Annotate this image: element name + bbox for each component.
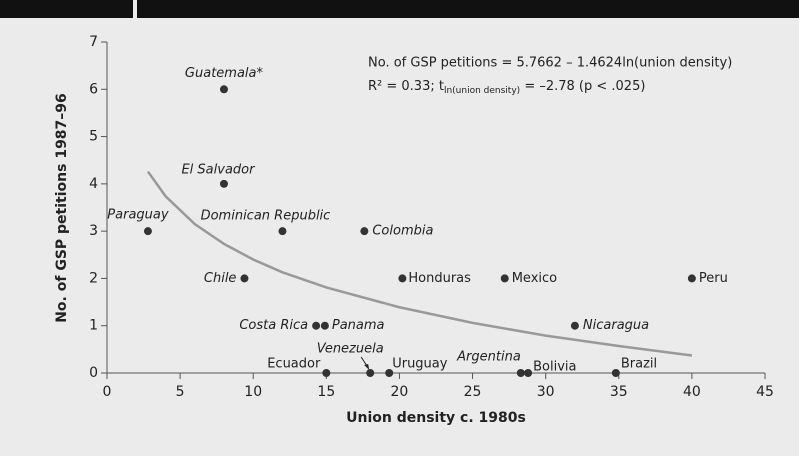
- annotation: = –2.78 (p < .025): [520, 79, 645, 94]
- point: [570, 321, 579, 330]
- point-label: Ecuador: [267, 357, 321, 372]
- x-tick-label: 20: [391, 384, 409, 400]
- y-tick-label: 6: [89, 81, 98, 97]
- fit-line: [146, 170, 693, 357]
- point: [320, 321, 329, 330]
- x-tick-label: 25: [464, 384, 482, 400]
- point: [219, 179, 228, 188]
- point: [500, 274, 509, 283]
- label-arrowhead: [364, 364, 370, 370]
- point-label: Honduras: [408, 271, 471, 286]
- point-label: Bolivia: [533, 360, 576, 375]
- y-axis-label: No. of GSP petitions 1987–96: [54, 93, 70, 323]
- y-tick-label: 7: [89, 34, 98, 50]
- point: [219, 85, 228, 94]
- point-label: Guatemala*: [185, 66, 264, 81]
- point: [143, 227, 152, 236]
- point-label: Argentina: [456, 350, 521, 365]
- annotation: R² = 0.33; tln(union density) = –2.78 (p…: [368, 79, 645, 96]
- x-tick-label: 45: [756, 384, 774, 400]
- point: [524, 369, 533, 377]
- y-tick-label: 5: [89, 129, 98, 145]
- x-tick-label: 5: [176, 384, 185, 400]
- point-label: Nicaragua: [583, 318, 649, 333]
- point: [240, 274, 249, 283]
- point: [360, 227, 369, 236]
- y-tick-label: 3: [89, 223, 98, 239]
- x-tick-label: 10: [244, 384, 262, 400]
- point-label: El Salvador: [181, 162, 256, 177]
- point-label: Colombia: [372, 224, 433, 239]
- x-tick-label: 15: [317, 384, 335, 400]
- point: [278, 227, 287, 236]
- x-tick-label: 30: [537, 384, 555, 400]
- point-label: Venezuela: [317, 342, 384, 357]
- point-label: Peru: [699, 271, 728, 286]
- y-tick-label: 1: [89, 318, 98, 334]
- point: [322, 369, 331, 377]
- point-label: Costa Rica: [239, 318, 308, 333]
- x-tick-label: 0: [103, 384, 112, 400]
- x-tick-label: 40: [683, 384, 701, 400]
- header-band: [0, 0, 133, 18]
- x-axis-label: Union density c. 1980s: [346, 410, 526, 426]
- annotation: ln(union density): [444, 86, 520, 96]
- point-label: Paraguay: [107, 208, 169, 223]
- y-tick-label: 0: [89, 365, 98, 381]
- x-tick-label: 35: [610, 384, 628, 400]
- point-label: Dominican Republic: [201, 209, 331, 224]
- point: [516, 369, 525, 377]
- point: [687, 274, 696, 283]
- annotation: R² = 0.33; t: [368, 79, 444, 94]
- point-label: Uruguay: [392, 357, 448, 372]
- point-label: Panama: [332, 318, 385, 333]
- y-tick-label: 2: [89, 270, 98, 286]
- point: [366, 369, 375, 377]
- point-label: Chile: [204, 271, 237, 286]
- header-band: [137, 0, 799, 18]
- point: [385, 369, 394, 377]
- point: [611, 369, 620, 377]
- point-label: Mexico: [512, 271, 557, 286]
- point: [398, 274, 407, 283]
- point: [312, 321, 321, 330]
- point-label: Brazil: [621, 357, 657, 372]
- annotation: No. of GSP petitions = 5.7662 – 1.4624ln…: [368, 56, 732, 71]
- y-tick-label: 4: [89, 176, 98, 192]
